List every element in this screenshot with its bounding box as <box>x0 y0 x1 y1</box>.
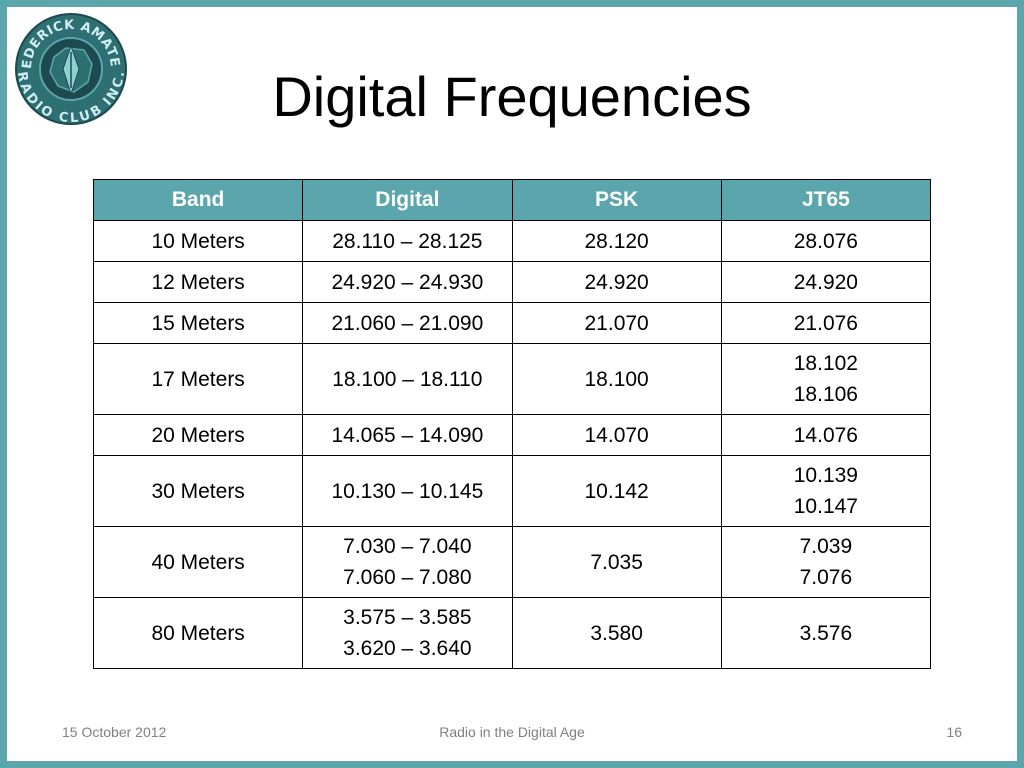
band-cell: 10 Meters <box>92 220 304 262</box>
digital-cell: 21.060 – 21.090 <box>302 302 513 344</box>
digital-cell: 10.130 – 10.145 <box>302 455 513 527</box>
slide-title: Digital Frequencies <box>272 65 752 128</box>
jt65-cell: 10.139 10.147 <box>720 455 932 527</box>
band-cell: 15 Meters <box>92 302 304 344</box>
club-logo: FREDERICK AMATEUR RADIO CLUB INC. <box>14 12 127 126</box>
header-band: Band <box>92 179 304 221</box>
jt65-cell: 14.076 <box>720 414 932 456</box>
footer-title: Radio in the Digital Age <box>439 724 585 740</box>
table-row: 40 Meters 7.030 – 7.040 7.060 – 7.080 7.0… <box>92 526 932 598</box>
table-row: 10 Meters 28.110 – 28.125 28.120 28.076 <box>92 220 932 262</box>
digital-cell: 3.575 – 3.585 3.620 – 3.640 <box>302 597 513 669</box>
table-row: 30 Meters 10.130 – 10.145 10.142 10.139 1… <box>92 455 932 527</box>
header-jt65: JT65 <box>720 179 932 221</box>
psk-cell: 7.035 <box>511 526 722 598</box>
psk-cell: 24.920 <box>511 261 722 303</box>
header-psk: PSK <box>511 179 722 221</box>
footer-page-number: 16 <box>946 724 962 740</box>
table-row: 80 Meters 3.575 – 3.585 3.620 – 3.640 3.5… <box>92 597 932 669</box>
band-cell: 40 Meters <box>92 526 304 598</box>
psk-cell: 14.070 <box>511 414 722 456</box>
digital-cell: 28.110 – 28.125 <box>302 220 513 262</box>
footer-date: 15 October 2012 <box>62 724 167 740</box>
jt65-cell: 28.076 <box>720 220 932 262</box>
band-cell: 30 Meters <box>92 455 304 527</box>
table-row: 15 Meters 21.060 – 21.090 21.070 21.076 <box>92 302 932 344</box>
psk-cell: 3.580 <box>511 597 722 669</box>
band-cell: 17 Meters <box>92 343 304 415</box>
jt65-cell: 24.920 <box>720 261 932 303</box>
psk-cell: 28.120 <box>511 220 722 262</box>
table-header-row: Band Digital PSK JT65 <box>92 179 932 221</box>
digital-cell: 24.920 – 24.930 <box>302 261 513 303</box>
frequency-table: Band Digital PSK JT65 10 Meters 28.110 –… <box>92 179 932 669</box>
band-cell: 80 Meters <box>92 597 304 669</box>
psk-cell: 21.070 <box>511 302 722 344</box>
header-digital: Digital <box>302 179 513 221</box>
psk-cell: 18.100 <box>511 343 722 415</box>
jt65-cell: 7.039 7.076 <box>720 526 932 598</box>
table-row: 12 Meters 24.920 – 24.930 24.920 24.920 <box>92 261 932 303</box>
psk-cell: 10.142 <box>511 455 722 527</box>
jt65-cell: 3.576 <box>720 597 932 669</box>
band-cell: 12 Meters <box>92 261 304 303</box>
band-cell: 20 Meters <box>92 414 304 456</box>
digital-cell: 14.065 – 14.090 <box>302 414 513 456</box>
jt65-cell: 18.102 18.106 <box>720 343 932 415</box>
digital-cell: 7.030 – 7.040 7.060 – 7.080 <box>302 526 513 598</box>
digital-cell: 18.100 – 18.110 <box>302 343 513 415</box>
table-row: 17 Meters 18.100 – 18.110 18.100 18.102 1… <box>92 343 932 415</box>
jt65-cell: 21.076 <box>720 302 932 344</box>
table-row: 20 Meters 14.065 – 14.090 14.070 14.076 <box>92 414 932 456</box>
